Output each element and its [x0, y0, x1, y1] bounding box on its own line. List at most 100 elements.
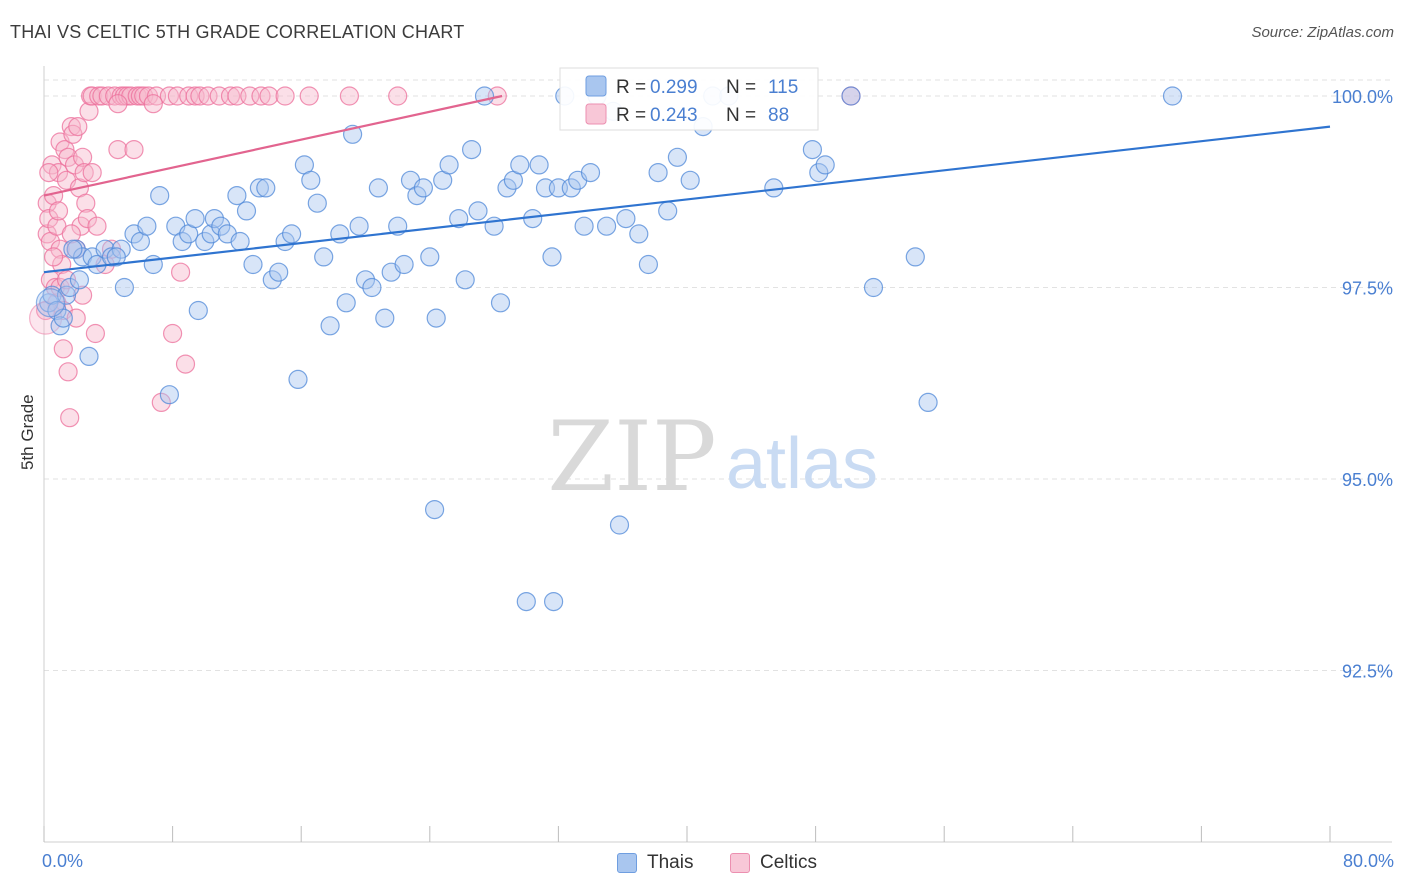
- celtics-point-21: [60, 408, 80, 428]
- celtics-point-35: [82, 86, 102, 106]
- thais-point-27: [188, 300, 208, 321]
- thais-point-56: [375, 308, 395, 328]
- thais-point-52: [349, 216, 369, 236]
- thais-point-74: [497, 178, 517, 198]
- thais-point-30: [204, 209, 224, 229]
- celtics-point-44: [108, 140, 128, 160]
- thais-point-2: [47, 300, 67, 321]
- x-tick-max: 80.0%: [1342, 851, 1394, 871]
- thais-point-39: [262, 270, 282, 290]
- thais-point-114: [106, 247, 126, 267]
- thais-point-40: [269, 262, 289, 282]
- thais-point-43: [288, 369, 308, 389]
- thais-point-16: [114, 277, 135, 298]
- celtics-point-16: [53, 339, 73, 359]
- celtics-point-33: [79, 101, 99, 121]
- thais-point-21: [150, 186, 170, 206]
- celtics-points: [28, 86, 861, 428]
- thais-point-69: [462, 140, 482, 160]
- stats-swatch-0: [585, 75, 607, 97]
- celtics-point-20: [58, 362, 78, 382]
- celtics-point-83: [48, 201, 69, 221]
- y-tick-label-0: 100.0%: [1332, 87, 1393, 107]
- thais-point-59: [394, 254, 414, 275]
- legend-label-thais: Thais: [647, 852, 694, 873]
- grid-lines: [44, 79, 1392, 671]
- thais-point-89: [580, 163, 601, 183]
- axes: [43, 66, 1392, 843]
- celtics-point-78: [43, 247, 64, 267]
- thais-point-86: [561, 178, 581, 198]
- thais-point-110: [905, 247, 925, 267]
- celtics-point-84: [61, 224, 81, 244]
- stats-r-value-0: 0.299: [650, 77, 698, 98]
- thais-point-67: [449, 209, 469, 229]
- thais-point-112: [1162, 86, 1183, 106]
- x-tick-min: 0.0%: [42, 851, 84, 871]
- celtics-point-85: [39, 163, 59, 183]
- celtics-point-66: [220, 86, 241, 106]
- celtics-point-73: [339, 86, 359, 106]
- thais-point-cluster: [35, 288, 66, 318]
- celtics-point-72: [299, 86, 319, 106]
- thais-point-14: [101, 247, 122, 267]
- stats-r-value-1: 0.243: [650, 105, 698, 126]
- thais-point-10: [79, 346, 99, 366]
- bottom-legend: Thais Celtics: [0, 852, 1406, 876]
- celtics-swatch: [730, 853, 750, 873]
- celtics-point-74: [388, 86, 408, 106]
- y-tick-label-3: 92.5%: [1342, 662, 1393, 682]
- celtics-point-86: [108, 94, 128, 114]
- thais-point-78: [529, 155, 549, 175]
- thais-point-45: [301, 170, 321, 190]
- watermark-zip: ZIP: [547, 401, 716, 513]
- celtics-point-28: [71, 216, 91, 236]
- thais-point-64: [426, 308, 446, 328]
- celtics-point-59: [171, 262, 191, 282]
- thais-point-73: [490, 293, 511, 313]
- thais-point-24: [172, 231, 192, 252]
- thais-point-62: [413, 178, 433, 198]
- thais-point-48: [320, 316, 340, 336]
- thais-point-34: [230, 231, 250, 252]
- thais-point-13: [95, 239, 115, 259]
- thais-point-19: [137, 216, 157, 236]
- legend-item-celtics[interactable]: Celtics: [730, 852, 817, 874]
- thais-swatch: [617, 853, 637, 873]
- celtics-point-24: [64, 155, 85, 175]
- thais-point-98: [658, 201, 678, 221]
- celtics-point-55: [151, 392, 171, 412]
- thais-point-106: [809, 163, 829, 183]
- celtics-point-17: [55, 140, 75, 160]
- thais-point-80: [542, 247, 562, 267]
- stats-n-label-0: N =: [726, 77, 756, 98]
- thais-point-55: [368, 178, 388, 198]
- thais-point-37: [249, 178, 269, 198]
- y-tick-label-2: 95.0%: [1342, 470, 1393, 490]
- thais-point-68: [455, 270, 475, 290]
- celtics-point-81: [82, 163, 102, 183]
- thais-trend-line: [43, 125, 1331, 274]
- watermark-atlas: atlas: [726, 424, 878, 504]
- celtics-point-70: [259, 86, 279, 106]
- celtics-point-49: [124, 140, 144, 160]
- thais-point-109: [863, 277, 884, 298]
- celtics-trend-line: [43, 94, 503, 197]
- legend-item-thais[interactable]: Thais: [617, 852, 693, 874]
- thais-point-47: [314, 247, 334, 267]
- celtics-point-22: [61, 116, 81, 137]
- thais-point-82: [516, 591, 536, 612]
- celtics-point-87: [143, 94, 163, 114]
- y-tick-labels: 100.0% 97.5% 95.0% 92.5%: [1332, 87, 1393, 682]
- thais-point-84: [425, 500, 445, 520]
- celtics-point-3: [39, 209, 59, 229]
- celtics-point-60: [175, 354, 196, 374]
- celtics-point-64: [198, 86, 218, 106]
- thais-point-95: [629, 224, 649, 244]
- y-tick-label-1: 97.5%: [1342, 279, 1393, 299]
- celtics-point-68: [240, 86, 260, 106]
- celtics-point-63: [190, 86, 210, 106]
- thais-point-100: [680, 170, 700, 190]
- celtics-point-29: [72, 147, 93, 167]
